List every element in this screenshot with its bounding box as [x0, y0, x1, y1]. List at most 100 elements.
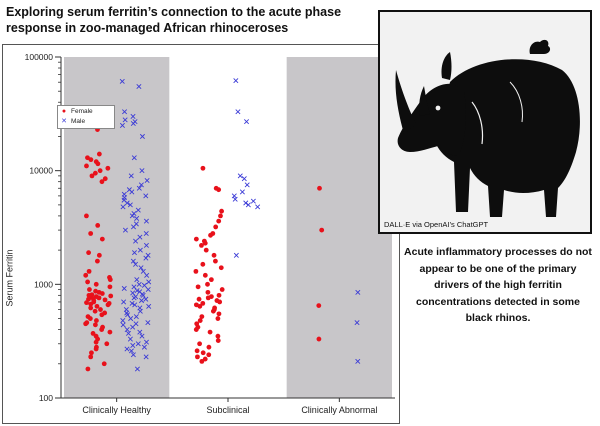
- female-point: [88, 231, 94, 236]
- female-point: [195, 284, 201, 290]
- male-point: [129, 300, 135, 306]
- female-point: [206, 344, 212, 350]
- male-point: [136, 281, 142, 287]
- female-point: [108, 293, 114, 299]
- male-point: [125, 312, 131, 318]
- female-point: [87, 287, 92, 292]
- male-point: [143, 242, 149, 248]
- male-point: [138, 182, 144, 188]
- category-band: [286, 57, 392, 398]
- male-point: [146, 279, 152, 285]
- female-point: [96, 151, 102, 157]
- male-point: [143, 218, 149, 224]
- male-point: [120, 318, 126, 324]
- female-point: [101, 361, 107, 367]
- y-tick-label: 10000: [29, 166, 53, 176]
- female-point: [102, 297, 108, 303]
- female-point: [208, 232, 213, 238]
- female-point: [104, 341, 110, 347]
- chart-canvas: 100 1000 10000 100000 Clinically Healthy Subc…: [25, 52, 395, 415]
- female-point: [199, 243, 204, 248]
- y-tick-label: 100000: [25, 52, 54, 62]
- male-point: [137, 247, 143, 253]
- male-point: [134, 366, 140, 372]
- male-point: [119, 78, 125, 84]
- male-point: [134, 215, 140, 221]
- female-point: [197, 303, 203, 309]
- male-point: [141, 282, 147, 288]
- male-point: [133, 238, 139, 244]
- male-point: [130, 324, 136, 330]
- male-point: [146, 303, 152, 309]
- male-point: [144, 272, 150, 278]
- female-point: [200, 165, 206, 171]
- female-point: [197, 318, 203, 323]
- male-point: [133, 261, 139, 267]
- male-point: [131, 210, 137, 217]
- female-point: [193, 327, 199, 332]
- female-point: [93, 346, 99, 352]
- male-point: [139, 168, 145, 174]
- female-point: [196, 296, 202, 302]
- male-point: [122, 109, 128, 115]
- male-point: [135, 207, 141, 213]
- male-point: [131, 284, 137, 290]
- male-point: [250, 198, 256, 204]
- female-point: [99, 291, 105, 296]
- legend-male-marker: ✕: [61, 118, 67, 125]
- female-point: [98, 307, 103, 312]
- female-point: [93, 339, 99, 345]
- female-point: [88, 301, 94, 307]
- female-point: [217, 299, 223, 305]
- female-point: [202, 272, 208, 278]
- male-point: [121, 285, 127, 291]
- male-point: [143, 230, 149, 237]
- female-point: [213, 258, 218, 264]
- male-point: [129, 213, 135, 219]
- male-point: [143, 193, 149, 199]
- male-point: [133, 314, 139, 320]
- female-point: [202, 356, 208, 362]
- female-point: [316, 303, 322, 308]
- female-point: [95, 222, 101, 228]
- female-point: [87, 316, 93, 321]
- female-point: [99, 236, 105, 242]
- male-point: [122, 117, 128, 123]
- male-point: [121, 299, 127, 305]
- female-point: [88, 157, 94, 163]
- summary-note: Acute inflammatory processes do not appe…: [404, 246, 592, 324]
- female-point: [88, 354, 94, 360]
- female-point: [216, 292, 222, 298]
- female-point: [85, 279, 91, 285]
- male-point: [131, 155, 137, 161]
- male-point: [139, 298, 145, 304]
- male-point: [143, 339, 150, 345]
- male-point: [136, 185, 142, 191]
- male-point: [144, 177, 150, 183]
- female-point: [216, 187, 222, 193]
- female-point: [205, 289, 211, 295]
- figure-title: Exploring serum ferritin’s connection to…: [6, 5, 342, 35]
- male-point: [141, 344, 147, 350]
- female-point: [96, 252, 102, 258]
- y-axis-label: Serum Ferritin: [4, 249, 15, 307]
- male-point: [130, 258, 136, 264]
- female-point: [206, 352, 212, 358]
- legend-female-marker: ●: [61, 107, 67, 115]
- female-point: [92, 308, 98, 314]
- male-point: [134, 277, 140, 283]
- female-point: [83, 321, 89, 327]
- female-point: [211, 252, 217, 258]
- female-point: [95, 161, 101, 167]
- x-tick-label: Subclinical: [206, 405, 249, 415]
- female-point: [94, 258, 100, 264]
- male-point: [140, 292, 146, 298]
- male-point: [145, 252, 151, 258]
- male-point: [125, 330, 131, 336]
- male-point: [137, 329, 143, 335]
- male-point: [245, 202, 251, 208]
- female-point: [202, 240, 208, 246]
- female-point: [216, 311, 222, 317]
- legend-item-female: ● Female: [58, 106, 114, 116]
- female-point: [84, 213, 89, 219]
